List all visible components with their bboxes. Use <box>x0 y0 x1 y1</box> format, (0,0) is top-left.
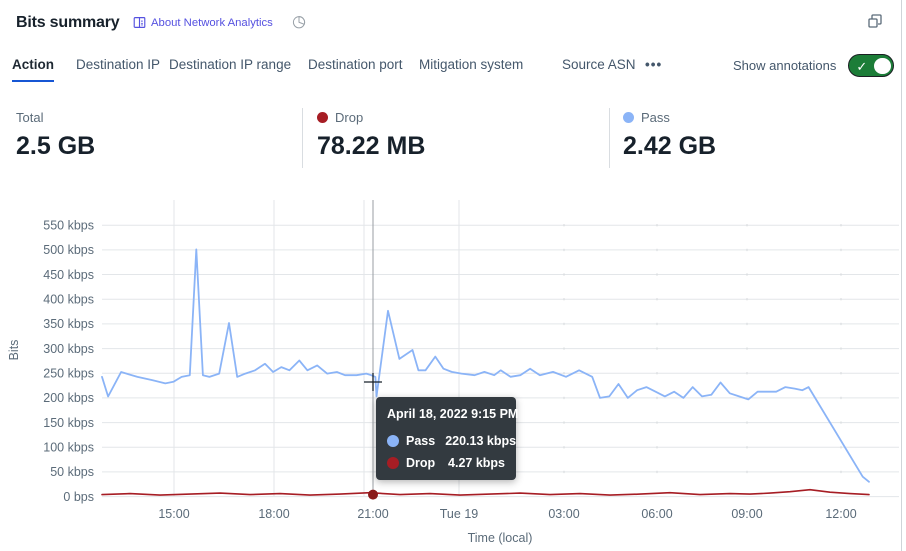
svg-text:300 kbps: 300 kbps <box>43 342 94 356</box>
svg-text:500 kbps: 500 kbps <box>43 243 94 257</box>
svg-text:550 kbps: 550 kbps <box>43 219 94 233</box>
svg-text:450 kbps: 450 kbps <box>43 268 94 282</box>
svg-text:21:00: 21:00 <box>357 507 388 521</box>
svg-text:Bits: Bits <box>7 340 21 361</box>
svg-text:Tue 19: Tue 19 <box>440 507 479 521</box>
svg-text:350 kbps: 350 kbps <box>43 317 94 331</box>
svg-text:200 kbps: 200 kbps <box>43 391 94 405</box>
svg-text:09:00: 09:00 <box>731 507 762 521</box>
svg-text:0 bps: 0 bps <box>63 490 94 504</box>
svg-text:150 kbps: 150 kbps <box>43 416 94 430</box>
svg-text:15:00: 15:00 <box>158 507 189 521</box>
svg-text:250 kbps: 250 kbps <box>43 367 94 381</box>
svg-text:03:00: 03:00 <box>548 507 579 521</box>
svg-text:100 kbps: 100 kbps <box>43 441 94 455</box>
svg-text:12:00: 12:00 <box>825 507 856 521</box>
svg-text:400 kbps: 400 kbps <box>43 293 94 307</box>
svg-text:06:00: 06:00 <box>641 507 672 521</box>
svg-text:50 kbps: 50 kbps <box>50 465 94 479</box>
svg-text:18:00: 18:00 <box>258 507 289 521</box>
svg-text:Time (local): Time (local) <box>468 531 533 545</box>
